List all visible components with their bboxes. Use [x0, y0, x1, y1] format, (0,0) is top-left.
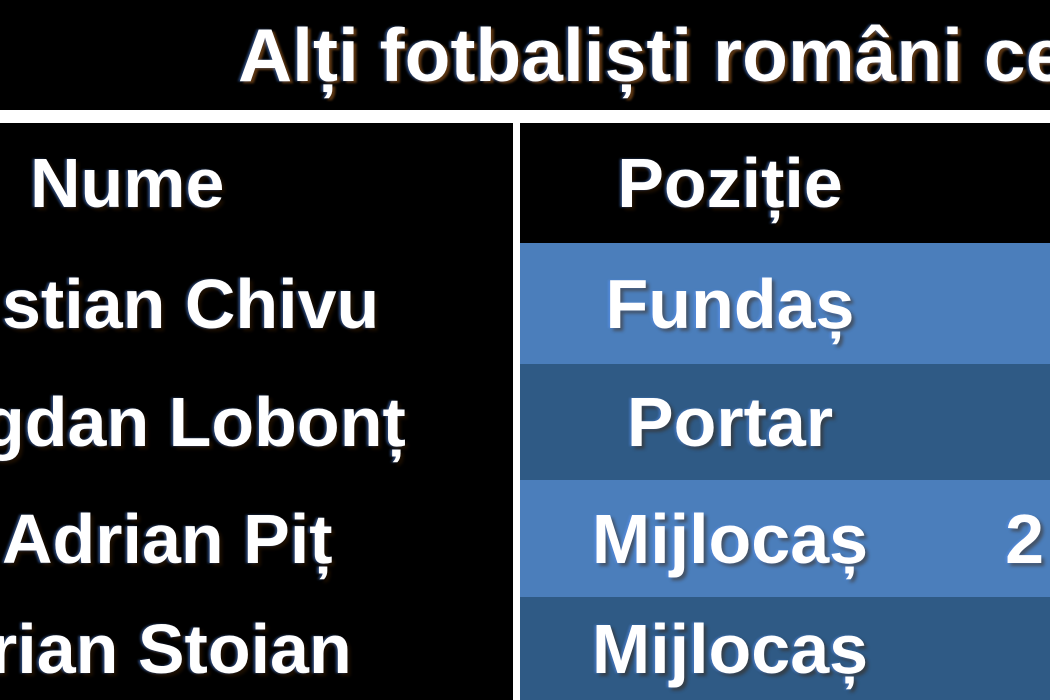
table-row-name-2: gdan Lobonț [0, 364, 513, 480]
table-row-position-3: Mijlocaș 2 [520, 480, 1050, 597]
table-row-name-4: rian Stoian [0, 597, 513, 700]
player-position: Portar [626, 383, 834, 461]
extra-column-value: 2 [1005, 499, 1044, 578]
table-row-position-1: Fundaș [520, 243, 1050, 364]
horizontal-divider [0, 110, 1050, 123]
page-title: Alți fotbaliști români ce [238, 12, 1050, 97]
table-row-position-2: Portar [520, 364, 1050, 480]
column-pozitie: Poziție Fundaș Portar Mijlocaș 2 Mijloca… [520, 123, 1050, 700]
players-table: Nume stian Chivu gdan Lobonț Adrian Piț … [0, 123, 1050, 700]
column-nume: Nume stian Chivu gdan Lobonț Adrian Piț … [0, 123, 513, 700]
player-name: stian Chivu [2, 264, 380, 343]
player-position: Mijlocaș [591, 609, 869, 688]
table-row-name-1: stian Chivu [0, 243, 513, 364]
player-position: Mijlocaș [591, 499, 869, 578]
player-name: gdan Lobonț [0, 383, 406, 461]
table-row-position-4: Mijlocaș [520, 597, 1050, 700]
vertical-divider [513, 123, 520, 700]
column-header-pozitie: Poziție [520, 123, 1050, 243]
column-header-nume-label: Nume [30, 144, 225, 222]
title-bar: Alți fotbaliști români ce [0, 0, 1050, 110]
column-header-pozitie-label: Poziție [617, 144, 843, 222]
player-position: Fundaș [605, 264, 855, 343]
player-name: Adrian Piț [2, 499, 333, 578]
player-name: rian Stoian [0, 609, 352, 688]
table-row-name-3: Adrian Piț [0, 480, 513, 597]
column-header-nume: Nume [0, 123, 513, 243]
